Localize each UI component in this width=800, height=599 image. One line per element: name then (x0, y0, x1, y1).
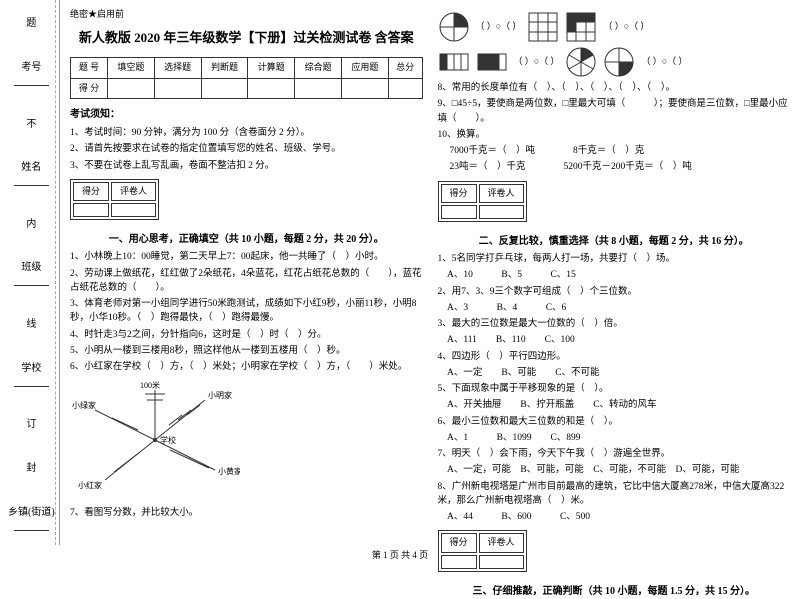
margin-label: 乡镇(街道) (8, 503, 55, 518)
notice-item: 1、考试时间：90 分钟，满分为 100 分（含卷面分 2 分）。 (70, 126, 423, 140)
q9: 9、□45÷5，要使商是两位数，□里最大可填（ ）；要使商是三位数，□里最小应填… (438, 97, 791, 126)
margin-cut: 线 (26, 315, 36, 330)
s2q: 6、最小三位数和最大三位数的和是（ ）。 (438, 415, 791, 429)
svg-text:100米: 100米 (140, 380, 160, 390)
margin-cut: 内 (26, 215, 36, 230)
margin-label: 班级 (21, 258, 41, 273)
section3-heading: 三、仔细推敲，正确判断（共 10 小题，每题 1.5 分，共 15 分）。 (438, 584, 791, 599)
s2opt: A、111 B、110 C、100 (438, 333, 791, 347)
s2q: 1、5名同学打乒乓球，每两人打一场，共要打（ ）场。 (438, 252, 791, 266)
notice-heading: 考试须知： (70, 107, 423, 122)
confidential-label: 绝密★启用前 (70, 8, 423, 22)
s2q: 8、广州新电视塔是广州市目前最高的建筑，它比中信大厦高278米，中信大厦高322… (438, 480, 791, 509)
s2opt: A、10 B、5 C、15 (438, 268, 791, 282)
fraction-shapes-row2: （ ）○（ ） （ ）○（ ） (438, 46, 791, 78)
svg-text:小明家: 小明家 (208, 390, 232, 400)
s2opt: A、开关抽屉 B、拧开瓶盖 C、转动的风车 (438, 398, 791, 412)
s2opt: A、1 B、1099 C、899 (438, 431, 791, 445)
q7: 7、看图写分数，并比较大小。 (70, 506, 423, 520)
margin-label: 考号 (21, 58, 41, 73)
notice-item: 2、请首先按要求在试卷的指定位置填写您的姓名、班级、学号。 (70, 142, 423, 156)
s2q: 5、下面现象中属于平移现象的是（ ）。 (438, 382, 791, 396)
s2opt: A、44 B、600 C、500 (438, 510, 791, 524)
margin-label: 学校 (21, 359, 41, 374)
margin-title: 题 (26, 14, 36, 29)
q5: 5、小明从一楼到三楼用8秒，照这样他从一楼到五楼用（ ）秒。 (70, 344, 423, 358)
direction-diagram: 学校 100米 小明家 小黄家 小红家 小绿家 (70, 380, 423, 500)
svg-text:小红家: 小红家 (78, 480, 102, 490)
q2: 2、劳动课上做纸花，红红做了2朵纸花，4朵蓝花，红花占纸花总数的（ ），蓝花占纸… (70, 267, 423, 296)
s2opt: A、一定 B、可能 C、不可能 (438, 366, 791, 380)
q10a: 7000千克＝（ ）吨 8千克＝（ ）克 (438, 144, 791, 158)
q10h: 10、换算。 (438, 128, 791, 142)
subscore-box-2: 得分评卷人 (438, 181, 527, 223)
s2q: 4、四边形（ ）平行四边形。 (438, 350, 791, 364)
score-table: 题 号 填空题 选择题 判断题 计算题 综合题 应用题 总分 得 分 (70, 57, 423, 99)
svg-text:学校: 学校 (160, 435, 176, 445)
s2opt: A、一定，可能 B、可能，可能 C、可能，不可能 D、可能，可能 (438, 463, 791, 477)
q1: 1、小林晚上10：00睡觉，第二天早上7：00起床，他一共睡了（ ）小时。 (70, 250, 423, 264)
margin-cut: 不 (26, 115, 36, 130)
subscore-box: 得分评卷人 (70, 179, 159, 221)
svg-text:小黄家: 小黄家 (218, 466, 240, 476)
s2opt: A、3 B、4 C、6 (438, 301, 791, 315)
section1-heading: 一、用心思考，正确填空（共 10 小题，每题 2 分，共 20 分）。 (70, 232, 423, 247)
q6: 6、小红家在学校（ ）方，（ ）米处；小明家在学校（ ）方，（ ）米处。 (70, 360, 423, 374)
margin-cut: 封 (26, 459, 36, 474)
q3: 3、体育老师对第一小组同学进行50米跑测试，成绩如下小红9秒，小丽11秒，小明8… (70, 297, 423, 326)
notice-item: 3、不要在试卷上乱写乱画，卷面不整洁扣 2 分。 (70, 159, 423, 173)
s2q: 7、明天（ ）会下雨，今天下午我（ ）游遍全世界。 (438, 447, 791, 461)
page-footer: 第 1 页 共 4 页 (0, 548, 800, 561)
s2q: 3、最大的三位数是最大一位数的（ ）倍。 (438, 317, 791, 331)
svg-text:小绿家: 小绿家 (72, 400, 96, 410)
exam-title: 新人教版 2020 年三年级数学【下册】过关检测试卷 含答案 (70, 28, 423, 48)
q8: 8、常用的长度单位有（ ）、（ ）、（ ）、（ ）、（ ）。 (438, 81, 791, 95)
section2-heading: 二、反复比较，慎重选择（共 8 小题，每题 2 分，共 16 分）。 (438, 234, 791, 249)
margin-label: 姓名 (21, 158, 41, 173)
fraction-shapes-row1: （ ）○（ ） （ ）○（ ） (438, 11, 791, 43)
q4: 4、时针走3与2之间，分针指向6，这时是（ ）时（ ）分。 (70, 328, 423, 342)
q10b: 23吨＝（ ）千克 5200千克－200千克＝（ ）吨 (438, 160, 791, 174)
s2q: 2、用7、3、9三个数字可组成（ ）个三位数。 (438, 285, 791, 299)
margin-cut: 订 (26, 415, 36, 430)
